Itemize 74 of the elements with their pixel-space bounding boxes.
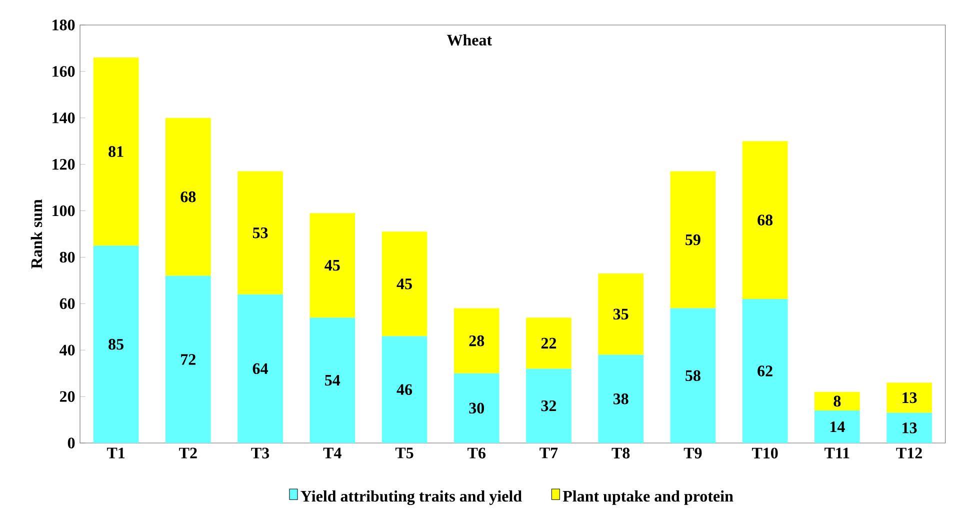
data-label: 59	[686, 234, 700, 246]
x-tick-label: T9	[684, 448, 702, 458]
x-tick-label: T12	[896, 448, 922, 458]
data-label: 13	[902, 422, 917, 434]
y-tick-label: 120	[52, 158, 75, 170]
bar	[166, 276, 211, 443]
bar	[598, 273, 644, 355]
x-tick-label: T8	[612, 448, 630, 458]
bar	[526, 368, 572, 443]
bar	[886, 412, 932, 443]
data-label: 8	[834, 396, 841, 407]
y-tick-label: 160	[52, 66, 75, 77]
bar	[382, 336, 428, 443]
y-tick-label: 20	[60, 391, 75, 402]
data-label: 85	[108, 338, 124, 350]
bar	[454, 373, 500, 443]
y-tick-label: 180	[52, 20, 75, 30]
x-tick-label: T2	[179, 448, 197, 458]
x-tick-label: T5	[395, 448, 414, 458]
data-label: 32	[541, 400, 556, 412]
data-label: 46	[396, 384, 412, 395]
data-label: 45	[324, 260, 340, 271]
x-tick-label: T11	[824, 448, 850, 458]
y-tick-label: 40	[60, 344, 75, 356]
bar	[454, 308, 500, 374]
bar	[93, 246, 139, 443]
data-label: 64	[252, 363, 268, 374]
bar	[886, 382, 932, 413]
bar	[670, 308, 716, 443]
y-tick-label: 80	[60, 252, 75, 263]
bar	[814, 410, 860, 443]
data-label: 58	[686, 370, 700, 382]
x-tick-label: T1	[106, 448, 125, 458]
y-tick-label: 0	[68, 438, 75, 448]
data-label: 45	[396, 278, 412, 290]
data-label: 22	[541, 338, 556, 348]
data-label: 54	[325, 374, 340, 386]
data-label: 68	[180, 191, 196, 202]
data-label: 53	[252, 227, 268, 238]
bar	[670, 171, 716, 308]
bar	[598, 354, 644, 443]
bar	[526, 318, 572, 369]
data-label: 14	[830, 421, 845, 432]
data-label: 13	[902, 392, 917, 404]
chart-title: Wheat	[446, 34, 492, 46]
data-label: 68	[758, 214, 773, 226]
data-label: 28	[469, 335, 484, 346]
data-label: 81	[108, 146, 124, 157]
y-tick-label: 100	[52, 205, 75, 216]
bar	[166, 118, 211, 276]
legend-label: Yield attributing traits and yield	[300, 490, 522, 506]
data-label: 30	[469, 402, 484, 414]
bar	[382, 232, 428, 336]
y-tick-label: 140	[52, 112, 75, 124]
bar	[93, 58, 139, 246]
x-tick-label: T3	[251, 448, 270, 458]
legend-label: Plant uptake and protein	[562, 490, 734, 505]
x-tick-label: T10	[752, 448, 778, 458]
x-tick-label: T6	[468, 448, 486, 458]
bar	[238, 171, 283, 294]
x-tick-label: T4	[323, 448, 342, 458]
data-label: 38	[613, 393, 628, 404]
y-axis-title: Rank sum	[30, 199, 42, 269]
x-tick-label: T7	[540, 448, 558, 458]
bar	[742, 141, 788, 300]
bar	[310, 318, 356, 443]
y-tick-label: 60	[60, 298, 75, 310]
bar	[742, 299, 788, 443]
bar	[310, 213, 356, 318]
bar	[238, 294, 283, 443]
data-label: 62	[758, 366, 772, 376]
data-label: 35	[613, 308, 628, 320]
data-label: 72	[181, 354, 196, 365]
bar	[814, 392, 860, 410]
